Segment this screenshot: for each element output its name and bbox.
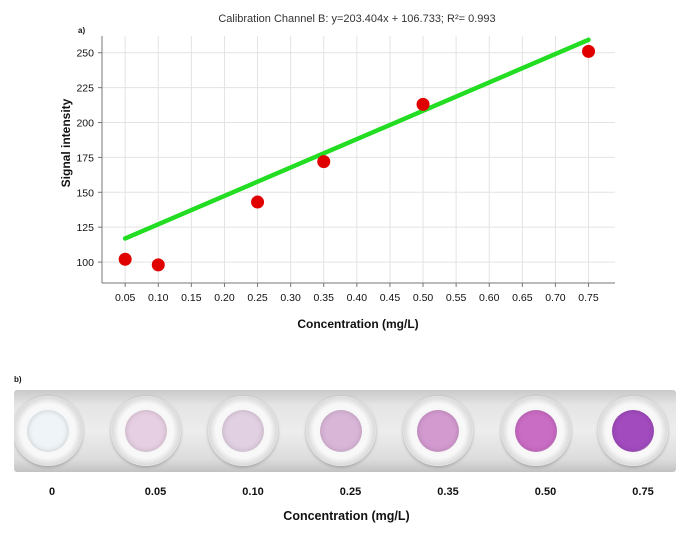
tick-labels: 0.05 0.10 0.15 0.20 0.25 0.30 0.35 0.40 0.45 0.50… (76, 48, 598, 304)
data-point (416, 97, 430, 111)
cup-label: 0.75 (632, 486, 654, 498)
x-tick-label: 0.35 (314, 292, 335, 304)
x-tick-label: 0.55 (446, 292, 467, 304)
cup-label: 0.25 (339, 486, 362, 498)
sample-liquid (27, 410, 69, 452)
x-axis-title: Concentration (mg/L) (297, 317, 418, 331)
x-tick-label: 0.15 (181, 292, 202, 304)
panel-a-label: a) (78, 26, 86, 35)
x-tick-label: 0.75 (578, 292, 599, 304)
grid-lines (102, 36, 615, 283)
data-point (118, 252, 132, 266)
sample-liquid (222, 410, 264, 452)
x-tick-label: 0.25 (247, 292, 268, 304)
x-tick-label: 0.10 (148, 292, 169, 304)
y-tick-label: 100 (76, 257, 94, 269)
data-point (251, 195, 265, 209)
x-tick-label: 0.50 (413, 292, 434, 304)
x-tick-label: 0.65 (512, 292, 533, 304)
x-tick-label: 0.60 (479, 292, 500, 304)
y-tick-label: 250 (76, 48, 94, 60)
cup-label: 0.10 (242, 486, 264, 498)
x-tick-label: 0.20 (214, 292, 235, 304)
sample-cup (500, 396, 571, 466)
sample-cup (403, 396, 473, 466)
sample-liquid (612, 410, 654, 452)
y-tick-label: 200 (76, 118, 94, 130)
sample-liquid (319, 410, 362, 452)
data-point (582, 44, 596, 58)
x-tick-label: 0.45 (380, 292, 401, 304)
sample-liquid (514, 410, 557, 452)
x-tick-label: 0.40 (347, 292, 368, 304)
cup-concentration-labels: 0 0.05 0.10 0.25 0.35 0.50 0.75 (0, 486, 693, 502)
cup-label: 0.35 (437, 486, 459, 498)
data-point (317, 155, 331, 169)
y-tick-label: 175 (76, 152, 94, 164)
x-tick-label: 0.05 (115, 292, 136, 304)
x-tick-label: 0.70 (545, 292, 566, 304)
y-tick-label: 150 (76, 187, 94, 199)
chart-title: Calibration Channel B: y=203.404x + 106.… (218, 13, 495, 25)
fit-line (122, 37, 591, 241)
data-series (118, 37, 596, 272)
sample-cups-photo (14, 390, 676, 472)
y-tick-label: 125 (76, 222, 94, 234)
data-point (151, 258, 165, 272)
x-tick-label: 0.30 (280, 292, 301, 304)
sample-liquid (124, 410, 167, 452)
sample-liquid (417, 410, 459, 452)
axes (98, 36, 615, 287)
y-tick-label: 225 (76, 83, 94, 95)
sample-cup (208, 396, 278, 466)
sample-cup (305, 396, 376, 466)
cup-label: 0 (48, 486, 56, 498)
sample-cup (110, 396, 181, 466)
panel-b-label: b) (14, 375, 22, 384)
cup-label: 0.50 (534, 486, 557, 498)
y-axis-title: Signal intensity (59, 98, 73, 187)
sample-cup (14, 396, 83, 466)
calibration-chart: Calibration Channel B: y=203.404x + 106.… (59, 13, 615, 331)
photo-x-axis-title: Concentration (mg/L) (283, 509, 410, 523)
sample-cup (598, 396, 668, 466)
cup-label: 0.05 (144, 486, 167, 498)
